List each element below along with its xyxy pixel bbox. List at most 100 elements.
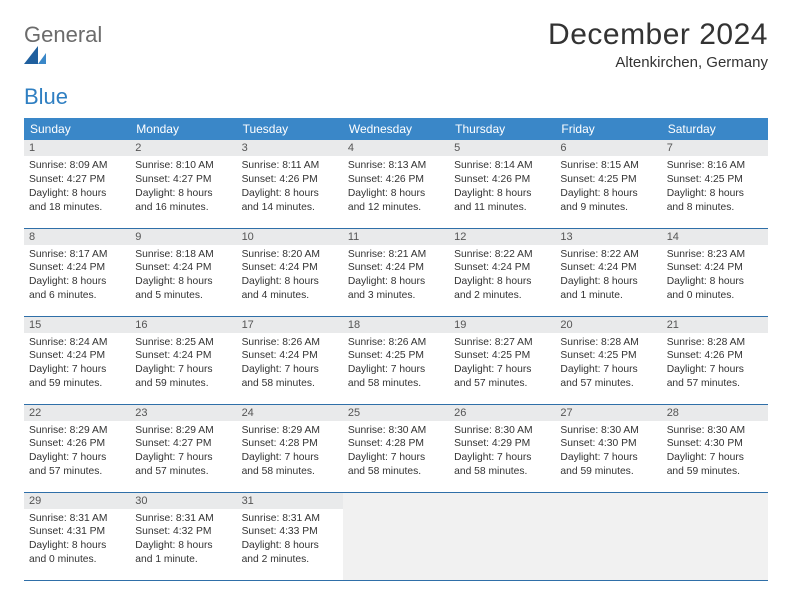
sunset-text: Sunset: 4:31 PM [29,525,125,539]
brand-word-general: General [24,22,102,47]
daylight-text: Daylight: 8 hours and 2 minutes. [454,275,550,303]
day-number: 27 [555,405,661,421]
daylight-text: Daylight: 8 hours and 14 minutes. [242,187,338,215]
day-number: 5 [449,140,555,156]
sunset-text: Sunset: 4:25 PM [667,173,763,187]
calendar-empty-cell [343,492,449,580]
calendar-day-cell: 23Sunrise: 8:29 AMSunset: 4:27 PMDayligh… [130,404,236,492]
day-details: Sunrise: 8:09 AMSunset: 4:27 PMDaylight:… [24,156,130,219]
calendar-day-cell: 12Sunrise: 8:22 AMSunset: 4:24 PMDayligh… [449,228,555,316]
sunset-text: Sunset: 4:24 PM [29,349,125,363]
daylight-text: Daylight: 7 hours and 57 minutes. [454,363,550,391]
sunset-text: Sunset: 4:26 PM [454,173,550,187]
daylight-text: Daylight: 8 hours and 16 minutes. [135,187,231,215]
day-details: Sunrise: 8:29 AMSunset: 4:27 PMDaylight:… [130,421,236,484]
day-number: 6 [555,140,661,156]
day-number: 30 [130,493,236,509]
day-details: Sunrise: 8:16 AMSunset: 4:25 PMDaylight:… [662,156,768,219]
daylight-text: Daylight: 8 hours and 5 minutes. [135,275,231,303]
calendar-empty-cell [662,492,768,580]
daylight-text: Daylight: 8 hours and 1 minute. [135,539,231,567]
calendar-day-cell: 30Sunrise: 8:31 AMSunset: 4:32 PMDayligh… [130,492,236,580]
day-header: Sunday [24,118,130,140]
calendar-day-cell: 22Sunrise: 8:29 AMSunset: 4:26 PMDayligh… [24,404,130,492]
day-details: Sunrise: 8:15 AMSunset: 4:25 PMDaylight:… [555,156,661,219]
sunset-text: Sunset: 4:28 PM [242,437,338,451]
sunrise-text: Sunrise: 8:13 AM [348,159,444,173]
sunrise-text: Sunrise: 8:11 AM [242,159,338,173]
sunset-text: Sunset: 4:24 PM [135,349,231,363]
day-number: 28 [662,405,768,421]
calendar-day-cell: 31Sunrise: 8:31 AMSunset: 4:33 PMDayligh… [237,492,343,580]
calendar-week-row: 15Sunrise: 8:24 AMSunset: 4:24 PMDayligh… [24,316,768,404]
sunrise-text: Sunrise: 8:29 AM [242,424,338,438]
calendar-day-cell: 5Sunrise: 8:14 AMSunset: 4:26 PMDaylight… [449,140,555,228]
brand-word-blue: Blue [24,84,68,109]
brand-logo-text: General Blue [24,24,102,108]
calendar-day-cell: 4Sunrise: 8:13 AMSunset: 4:26 PMDaylight… [343,140,449,228]
daylight-text: Daylight: 7 hours and 58 minutes. [454,451,550,479]
sunset-text: Sunset: 4:24 PM [348,261,444,275]
day-number: 9 [130,229,236,245]
day-details: Sunrise: 8:22 AMSunset: 4:24 PMDaylight:… [449,245,555,308]
daylight-text: Daylight: 7 hours and 57 minutes. [560,363,656,391]
sunset-text: Sunset: 4:25 PM [560,173,656,187]
calendar-day-cell: 18Sunrise: 8:26 AMSunset: 4:25 PMDayligh… [343,316,449,404]
sunset-text: Sunset: 4:29 PM [454,437,550,451]
day-details: Sunrise: 8:29 AMSunset: 4:26 PMDaylight:… [24,421,130,484]
sunrise-text: Sunrise: 8:22 AM [560,248,656,262]
sunrise-text: Sunrise: 8:16 AM [667,159,763,173]
sunrise-text: Sunrise: 8:26 AM [242,336,338,350]
day-details: Sunrise: 8:23 AMSunset: 4:24 PMDaylight:… [662,245,768,308]
day-number: 29 [24,493,130,509]
day-details: Sunrise: 8:17 AMSunset: 4:24 PMDaylight:… [24,245,130,308]
day-number: 25 [343,405,449,421]
sunset-text: Sunset: 4:24 PM [242,349,338,363]
calendar-day-cell: 8Sunrise: 8:17 AMSunset: 4:24 PMDaylight… [24,228,130,316]
calendar-day-cell: 15Sunrise: 8:24 AMSunset: 4:24 PMDayligh… [24,316,130,404]
day-details: Sunrise: 8:28 AMSunset: 4:26 PMDaylight:… [662,333,768,396]
daylight-text: Daylight: 7 hours and 58 minutes. [348,451,444,479]
daylight-text: Daylight: 8 hours and 1 minute. [560,275,656,303]
day-details: Sunrise: 8:31 AMSunset: 4:31 PMDaylight:… [24,509,130,572]
sunrise-text: Sunrise: 8:30 AM [348,424,444,438]
day-details: Sunrise: 8:30 AMSunset: 4:29 PMDaylight:… [449,421,555,484]
page-header: General Blue December 2024 Altenkirchen,… [24,18,768,108]
sunset-text: Sunset: 4:30 PM [667,437,763,451]
sunrise-text: Sunrise: 8:23 AM [667,248,763,262]
day-details: Sunrise: 8:20 AMSunset: 4:24 PMDaylight:… [237,245,343,308]
sunset-text: Sunset: 4:33 PM [242,525,338,539]
day-number: 11 [343,229,449,245]
day-number: 15 [24,317,130,333]
day-details: Sunrise: 8:18 AMSunset: 4:24 PMDaylight:… [130,245,236,308]
day-number: 1 [24,140,130,156]
calendar-day-cell: 28Sunrise: 8:30 AMSunset: 4:30 PMDayligh… [662,404,768,492]
day-number: 2 [130,140,236,156]
location-label: Altenkirchen, Germany [548,54,768,71]
daylight-text: Daylight: 8 hours and 3 minutes. [348,275,444,303]
sunset-text: Sunset: 4:27 PM [135,173,231,187]
day-number: 19 [449,317,555,333]
sunset-text: Sunset: 4:25 PM [454,349,550,363]
calendar-day-cell: 17Sunrise: 8:26 AMSunset: 4:24 PMDayligh… [237,316,343,404]
day-details: Sunrise: 8:29 AMSunset: 4:28 PMDaylight:… [237,421,343,484]
calendar-empty-cell [555,492,661,580]
sunrise-text: Sunrise: 8:25 AM [135,336,231,350]
day-details: Sunrise: 8:28 AMSunset: 4:25 PMDaylight:… [555,333,661,396]
day-number: 14 [662,229,768,245]
calendar-day-cell: 21Sunrise: 8:28 AMSunset: 4:26 PMDayligh… [662,316,768,404]
day-details: Sunrise: 8:31 AMSunset: 4:32 PMDaylight:… [130,509,236,572]
sunset-text: Sunset: 4:26 PM [242,173,338,187]
day-header: Saturday [662,118,768,140]
brand-sail-icon [24,46,102,64]
day-header: Thursday [449,118,555,140]
day-details: Sunrise: 8:25 AMSunset: 4:24 PMDaylight:… [130,333,236,396]
sunrise-text: Sunrise: 8:15 AM [560,159,656,173]
sunrise-text: Sunrise: 8:30 AM [667,424,763,438]
sunset-text: Sunset: 4:32 PM [135,525,231,539]
calendar-day-cell: 3Sunrise: 8:11 AMSunset: 4:26 PMDaylight… [237,140,343,228]
calendar-day-cell: 19Sunrise: 8:27 AMSunset: 4:25 PMDayligh… [449,316,555,404]
sunrise-text: Sunrise: 8:28 AM [667,336,763,350]
day-details: Sunrise: 8:30 AMSunset: 4:30 PMDaylight:… [555,421,661,484]
sunrise-text: Sunrise: 8:09 AM [29,159,125,173]
